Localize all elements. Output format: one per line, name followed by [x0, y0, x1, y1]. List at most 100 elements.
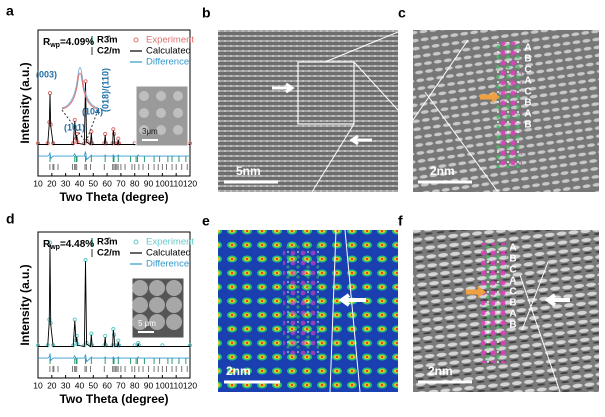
x-tick-label: 110 [169, 380, 183, 390]
rwp-part: wp [49, 244, 60, 251]
x-tick-label: 70 [116, 380, 126, 390]
scale-bar-label: 5nm [236, 164, 261, 178]
x-tick-label: 110 [169, 178, 183, 188]
scale-bar-label: 2nm [226, 364, 251, 378]
peak-annotation: (104) [82, 106, 103, 116]
rwp-part: R [43, 239, 51, 250]
panel-label: c [398, 5, 406, 21]
data-point [83, 257, 88, 263]
sem-particle [173, 91, 183, 101]
stacking-letter: A [509, 309, 516, 320]
sem-particle [166, 280, 182, 296]
legend-label: C2/m [97, 248, 120, 259]
x-tick-label: 120 [183, 380, 197, 390]
sem-particle [156, 108, 166, 118]
legend-label: R3̄m [97, 35, 118, 46]
x-tick-label: 60 [102, 380, 112, 390]
stacking-letter: A [524, 109, 531, 120]
data-point [72, 117, 77, 123]
stacking-letter: C [524, 87, 531, 98]
sem-particle [132, 297, 148, 313]
rwp-part: =4.48% [60, 239, 94, 250]
legend-label: Experiment [146, 35, 194, 46]
x-tick-label: 30 [61, 380, 71, 390]
sem-particle [173, 125, 183, 135]
scale-bar-label: 2nm [430, 164, 455, 178]
rwp-part: R [43, 37, 51, 48]
data-point [89, 331, 94, 336]
scale-bar-label: 2nm [428, 364, 453, 378]
x-tick-label: 70 [116, 178, 126, 188]
stacking-letter: B [524, 98, 531, 109]
plot-frame [37, 231, 191, 379]
zoom-line [61, 109, 86, 142]
y-axis-label: Intensity (a.u.) [18, 264, 32, 345]
sem-particle [149, 297, 165, 313]
legend-label: R3̄m [97, 237, 118, 248]
x-tick-label: 40 [75, 178, 85, 188]
panel-label: f [398, 213, 403, 229]
stacking-letter: B [509, 320, 516, 331]
sem-particle [139, 108, 149, 118]
x-tick-label: 100 [155, 178, 169, 188]
panel-label: e [202, 213, 210, 229]
legend-marker [133, 37, 139, 43]
x-tick-label: 90 [144, 380, 154, 390]
inset-peak [61, 72, 99, 110]
stacking-letter: C [509, 287, 516, 298]
data-point [72, 317, 77, 322]
stacking-letter: C [509, 265, 516, 276]
legend-label: Calculated [146, 46, 191, 57]
stacking-letter: B [509, 298, 516, 309]
tem-image-b: 5nm [218, 30, 399, 193]
peak-annotation: (018)/(110) [100, 68, 110, 112]
x-tick-label: 10 [33, 178, 43, 188]
peak-annotation: (003) [36, 69, 57, 79]
x-tick-label: 80 [130, 178, 140, 188]
y-axis-label: Intensity (a.u.) [18, 62, 32, 143]
legend-label: Calculated [146, 248, 191, 259]
sem-particle [132, 280, 148, 296]
sem-particle [166, 314, 182, 330]
x-tick-label: 30 [61, 178, 71, 188]
legend-label: Experiment [146, 237, 194, 248]
x-axis-label: Two Theta (degree) [59, 190, 168, 204]
x-tick-label: 50 [89, 380, 99, 390]
legend-label: C2/m [97, 46, 120, 57]
rwp-label: Rwp=4.48% [43, 239, 94, 251]
stacking-letter: A [509, 243, 516, 254]
panel-label: b [202, 5, 211, 21]
legend-label: Difference [146, 57, 189, 68]
sem-particle [149, 314, 165, 330]
rwp-label: Rwp=4.09% [43, 37, 94, 49]
stacking-letter: B [524, 120, 531, 131]
sem-particle [132, 314, 148, 330]
series-line [38, 82, 190, 146]
legend-label: Difference [146, 259, 189, 270]
x-tick-label: 40 [75, 380, 85, 390]
sem-particle [139, 91, 149, 101]
inset-peak [61, 67, 99, 109]
sem-particle [166, 297, 182, 313]
x-tick-label: 50 [89, 178, 99, 188]
stacking-letter: B [524, 54, 531, 65]
stacking-letter: A [524, 43, 531, 54]
sem-scale-label: 5 μm [138, 319, 156, 328]
stacking-letter: C [524, 65, 531, 76]
series-line [38, 243, 190, 348]
sem-particle [156, 91, 166, 101]
sem-particle [149, 280, 165, 296]
x-tick-label: 20 [47, 178, 57, 188]
series-line [38, 353, 190, 363]
data-point [83, 79, 88, 84]
rwp-part: wp [49, 42, 60, 49]
x-tick-label: 100 [155, 380, 169, 390]
x-tick-label: 90 [144, 178, 154, 188]
sem-particle [156, 125, 166, 135]
plot-frame [37, 29, 191, 177]
x-tick-label: 60 [102, 178, 112, 188]
